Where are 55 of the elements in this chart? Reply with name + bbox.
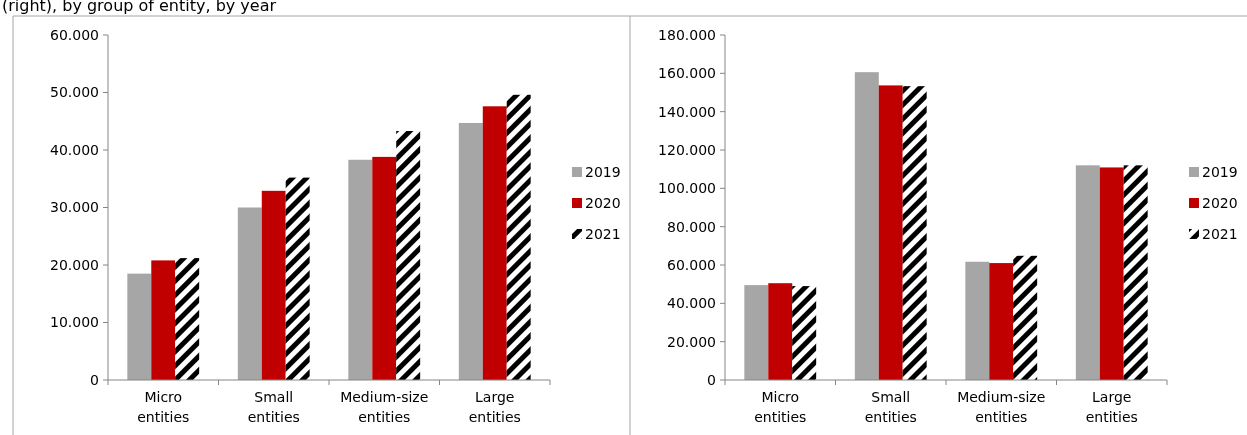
x-tick-label: Medium-size entities [340,389,429,425]
y-tick-label: 30.000 [50,199,99,216]
y-tick-label: 20.000 [50,256,99,273]
y-tick-label: 100.000 [658,180,716,197]
y-tick-label: 140.000 [658,103,716,120]
bar [744,285,769,380]
bar [878,85,903,380]
y-tick-label: 0 [90,371,99,388]
bar [127,273,152,380]
bar [1099,167,1124,380]
bar [175,258,200,380]
legend-label: 2020 [585,194,621,211]
x-tick-label: Medium-size entities [957,389,1046,425]
x-tick-label: Large entities [468,389,521,425]
bar [1013,255,1038,380]
y-tick-label: 120.000 [658,141,716,158]
y-tick-label: 40.000 [667,295,716,312]
x-tick-label: Large entities [1085,389,1138,425]
bar [482,106,507,380]
y-tick-label: 80.000 [667,218,716,235]
bar [237,207,262,380]
x-tick-label: Micro entities [137,389,190,425]
y-tick-label: 180.000 [658,26,716,43]
bar [989,263,1014,380]
bar [285,177,310,380]
y-tick-label: 60.000 [50,26,99,43]
y-tick-label: 160.000 [658,65,716,82]
bar [396,131,421,380]
x-tick-label: Micro entities [754,389,807,425]
bar [151,260,176,380]
x-tick-label: Small entities [864,389,917,425]
y-tick-label: 20.000 [667,333,716,350]
legend-label: 2021 [585,225,621,242]
bar [854,72,879,380]
legend-label: 2021 [1202,225,1238,242]
bar [458,122,483,380]
bar [348,159,373,380]
bar [261,190,286,380]
y-tick-label: 60.000 [667,256,716,273]
y-tick-label: 40.000 [50,141,99,158]
bar [1123,165,1148,380]
bar [965,261,990,380]
bar [902,86,927,380]
legend-label: 2019 [585,163,621,180]
bar [506,94,531,380]
x-tick-label: Small entities [247,389,300,425]
y-tick-label: 50.000 [50,84,99,101]
bar [768,283,793,380]
legend-label: 2020 [1202,194,1238,211]
y-tick-label: 10.000 [50,314,99,331]
bar [1075,165,1100,380]
legend-label: 2019 [1202,163,1238,180]
y-tick-label: 0 [707,371,716,388]
bar [792,286,817,380]
bar [372,156,397,380]
